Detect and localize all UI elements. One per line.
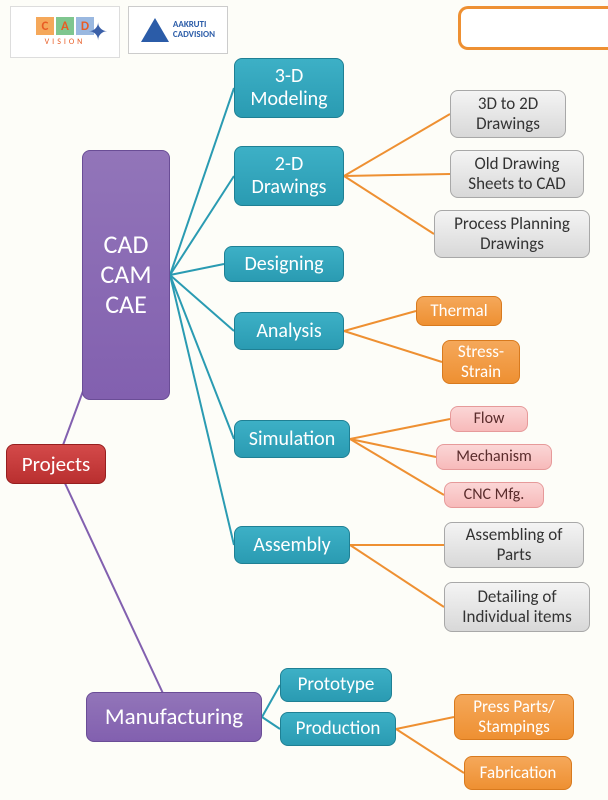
node-thermal: Thermal xyxy=(416,296,502,326)
node-cnc: CNC Mfg. xyxy=(444,482,544,508)
node-flow: Flow xyxy=(450,406,528,432)
node-3d-modeling: 3-D Modeling xyxy=(234,58,344,118)
logo-cadvision: C A D VISION ✦ xyxy=(10,6,120,58)
logo-letter: A xyxy=(56,17,74,35)
node-assembling: Assembling of Parts xyxy=(444,522,584,568)
node-designing: Designing xyxy=(224,246,344,282)
node-projects: Projects xyxy=(6,444,106,484)
node-stress-strain: Stress-Strain xyxy=(442,340,520,384)
node-detailing: Detailing of Individual items xyxy=(444,582,590,632)
logo2-line2: CADVISION xyxy=(173,30,215,40)
stars-icon: ✦ xyxy=(81,15,115,49)
node-mechanism: Mechanism xyxy=(436,444,552,470)
node-root: CAD CAM CAE xyxy=(82,150,170,400)
node-simulation: Simulation xyxy=(234,420,350,458)
node-process-planning: Process Planning Drawings xyxy=(434,210,590,258)
triangle-icon xyxy=(141,18,169,42)
node-press-parts: Press Parts/ Stampings xyxy=(454,694,574,740)
top-banner xyxy=(458,6,608,50)
node-analysis: Analysis xyxy=(234,312,344,350)
logo-letter: C xyxy=(36,17,54,35)
node-old-sheets: Old Drawing Sheets to CAD xyxy=(450,150,584,198)
logo-aakruti: AAKRUTI CADVISION xyxy=(128,6,228,54)
node-prototype: Prototype xyxy=(280,668,392,702)
node-production: Production xyxy=(280,712,396,746)
node-fabrication: Fabrication xyxy=(464,756,572,790)
node-3d-to-2d: 3D to 2D Drawings xyxy=(450,90,566,138)
node-assembly: Assembly xyxy=(234,526,350,564)
node-manufacturing: Manufacturing xyxy=(86,692,262,742)
node-2d-drawings: 2-D Drawings xyxy=(234,146,344,206)
logo-subtext: VISION xyxy=(45,37,86,47)
